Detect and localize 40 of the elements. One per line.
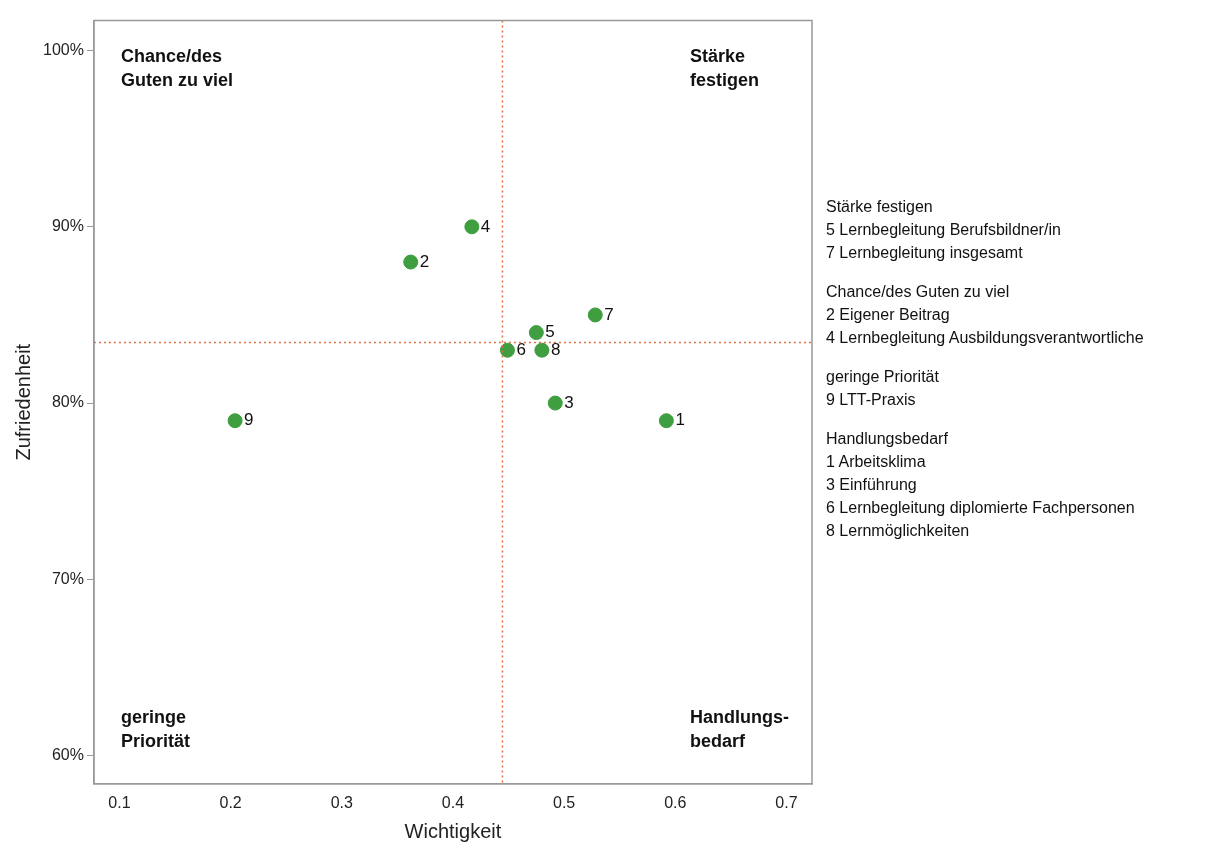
point <box>587 307 603 323</box>
point <box>658 413 674 429</box>
point <box>403 254 419 270</box>
annotation: Stärke festigen <box>689 45 759 90</box>
text: Stärke festigen 5 Lernbegleitung Berufsbildner/in 7 Lernbegleitung insgesamt <box>826 197 1062 263</box>
y-tick-label: 60% <box>51 746 84 763</box>
annotation: 3 <box>564 392 574 412</box>
x-tick-label: 0.4 <box>441 793 465 811</box>
annotation: 9 <box>244 410 254 430</box>
x-tick-label: 0.7 <box>775 793 798 811</box>
y-tick-label: 90% <box>51 217 84 235</box>
x-tick-label: 0.5 <box>552 793 576 811</box>
text: Handlungsbedarf 1 Arbeitsklima 3 Einführung 6 Lernbegleitung diplomierte Fachpersonen 8 Lernmöglichkeiten <box>826 429 1136 541</box>
x-tick-label: 0.1 <box>108 793 131 811</box>
annotation: 5 <box>545 322 555 342</box>
annotation: Chance/des Guten zu viel <box>120 45 233 90</box>
annotation: 6 <box>516 339 526 359</box>
annotation: 1 <box>675 410 685 430</box>
point <box>464 219 480 235</box>
annotation: geringe Priorität <box>120 706 190 751</box>
y-axis-title: Zufriedenheit <box>11 343 34 461</box>
x-tick-label: 0.3 <box>330 793 354 811</box>
text: Chance/des Guten zu viel 2 Eigener Beitrag 4 Lernbegleitung Ausbildungsverantwortliche <box>826 282 1144 348</box>
annotation: 7 <box>604 304 614 324</box>
point <box>499 342 515 358</box>
x-tick-label: 0.2 <box>219 793 242 811</box>
text: geringe Priorität 9 LTT-Praxis <box>826 367 940 410</box>
point <box>528 325 544 341</box>
x-tick-label: 0.6 <box>664 793 687 811</box>
point <box>534 342 550 358</box>
annotation: 8 <box>550 339 561 359</box>
annotation: 2 <box>419 251 430 271</box>
annotation: 4 <box>480 216 491 236</box>
annotation: Handlungs- bedarf <box>689 706 789 751</box>
point <box>547 395 563 411</box>
point <box>227 413 243 429</box>
y-tick-label: 70% <box>51 569 84 587</box>
y-tick-label: 100% <box>43 40 84 58</box>
y-tick-label: 80% <box>51 393 84 411</box>
x-axis-title: Wichtigkeit <box>404 819 502 842</box>
